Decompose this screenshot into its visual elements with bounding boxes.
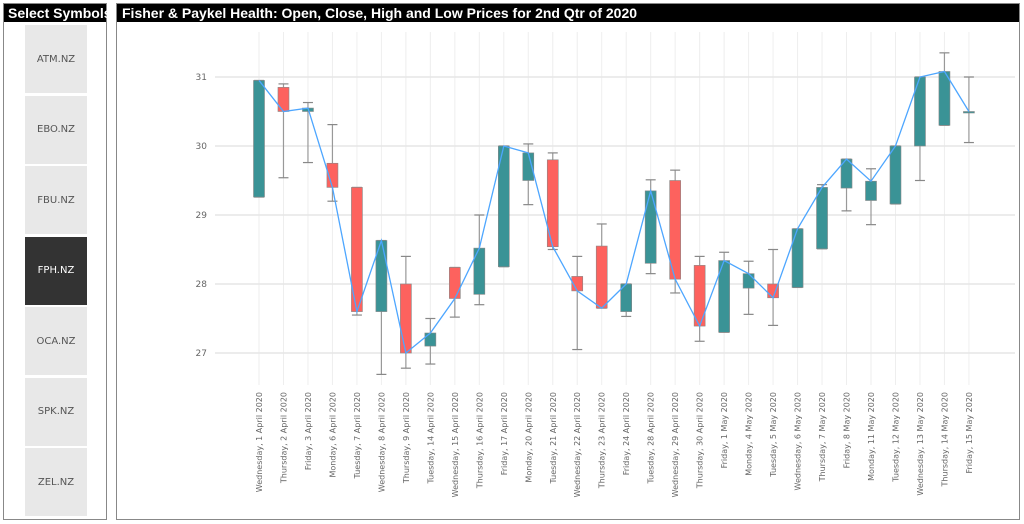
candle-body xyxy=(644,190,657,264)
candle-body xyxy=(424,332,437,347)
x-tick-label: Tuesday, 21 April 2020 xyxy=(549,392,558,485)
candle-body xyxy=(865,180,877,201)
x-tick-label: Wednesday, 1 April 2020 xyxy=(255,392,264,492)
symbol-button-fph-nz[interactable]: FPH.NZ xyxy=(25,236,87,305)
x-tick-label: Tuesday, 7 April 2020 xyxy=(353,392,362,479)
candle xyxy=(840,158,853,212)
x-tick-label: Monday, 11 May 2020 xyxy=(867,392,876,481)
x-tick-label: Monday, 4 May 2020 xyxy=(745,392,754,476)
candle-body xyxy=(400,283,412,354)
candle xyxy=(718,251,730,333)
candle xyxy=(302,101,314,164)
candle xyxy=(473,214,486,306)
slicer-title: Select Symbols xyxy=(4,4,112,22)
x-tick-label: Friday, 3 April 2020 xyxy=(304,392,313,470)
x-tick-label: Friday, 8 May 2020 xyxy=(843,392,852,468)
x-tick-label: Tuesday, 14 April 2020 xyxy=(426,392,435,485)
candle-body xyxy=(889,145,902,205)
candle-body xyxy=(742,273,755,289)
candle-body xyxy=(963,111,975,114)
y-tick-label: 31 xyxy=(196,73,207,83)
x-tick-label: Thursday, 16 April 2020 xyxy=(475,392,484,489)
candle xyxy=(669,169,681,294)
y-tick-label: 30 xyxy=(196,142,208,152)
x-tick-label: Wednesday, 15 April 2020 xyxy=(451,392,460,497)
candle xyxy=(742,260,755,315)
candle-body xyxy=(277,87,290,112)
symbol-button-fbu-nz[interactable]: FBU.NZ xyxy=(25,166,87,234)
candle xyxy=(449,266,461,318)
close-price-line xyxy=(258,70,970,355)
x-tick-label: Monday, 6 April 2020 xyxy=(328,392,337,478)
x-tick-label: Tuesday, 12 May 2020 xyxy=(891,392,900,483)
candle-body xyxy=(791,228,804,288)
x-tick-label: Tuesday, 5 May 2020 xyxy=(769,392,778,478)
candle xyxy=(791,228,804,289)
chart-title: Fisher & Paykel Health: Open, Close, Hig… xyxy=(117,4,1019,22)
x-tick-label: Friday, 15 May 2020 xyxy=(965,392,974,474)
candle-body xyxy=(253,80,265,198)
x-tick-label: Thursday, 23 April 2020 xyxy=(598,392,607,489)
x-tick-label: Tuesday, 28 April 2020 xyxy=(647,392,656,485)
y-tick-label: 28 xyxy=(196,280,208,290)
candle xyxy=(620,283,633,318)
candle xyxy=(595,223,608,309)
x-tick-label: Friday, 24 April 2020 xyxy=(622,392,631,475)
x-tick-label: Wednesday, 13 May 2020 xyxy=(916,392,925,496)
candle xyxy=(546,152,559,251)
candle xyxy=(963,76,975,144)
candle-body xyxy=(595,245,608,309)
symbol-button-zel-nz[interactable]: ZEL.NZ xyxy=(25,448,87,516)
candle xyxy=(277,83,290,179)
candle-body xyxy=(816,187,828,250)
candle-body xyxy=(938,71,951,126)
candle xyxy=(693,255,706,342)
x-tick-label: Thursday, 2 April 2020 xyxy=(279,392,288,484)
y-tick-label: 27 xyxy=(196,349,207,359)
symbol-button-atm-nz[interactable]: ATM.NZ xyxy=(25,25,87,93)
candle xyxy=(571,255,584,351)
candle xyxy=(914,76,926,182)
candle xyxy=(938,52,951,126)
symbol-button-ebo-nz[interactable]: EBO.NZ xyxy=(25,95,87,164)
x-tick-label: Monday, 20 April 2020 xyxy=(524,392,533,483)
candle xyxy=(644,179,657,275)
x-tick-label: Thursday, 30 April 2020 xyxy=(696,392,705,489)
x-tick-label: Friday, 1 May 2020 xyxy=(720,392,729,468)
candle xyxy=(253,79,265,198)
x-tick-label: Thursday, 9 April 2020 xyxy=(402,392,411,484)
x-tick-label: Wednesday, 8 April 2020 xyxy=(377,392,386,492)
symbol-button-oca-nz[interactable]: OCA.NZ xyxy=(25,307,87,375)
x-tick-label: Wednesday, 6 May 2020 xyxy=(794,392,803,490)
x-tick-label: Wednesday, 22 April 2020 xyxy=(573,392,582,497)
y-tick-label: 29 xyxy=(196,211,208,221)
candle-body xyxy=(449,267,461,299)
candle xyxy=(865,168,877,226)
x-tick-label: Friday, 17 April 2020 xyxy=(500,392,509,475)
candle xyxy=(816,184,828,250)
candle xyxy=(889,145,902,205)
x-tick-label: Thursday, 14 May 2020 xyxy=(940,392,949,487)
candle xyxy=(424,317,437,365)
candle xyxy=(351,186,363,316)
symbol-button-spk-nz[interactable]: SPK.NZ xyxy=(25,377,87,446)
x-tick-label: Thursday, 7 May 2020 xyxy=(818,392,827,482)
x-tick-label: Wednesday, 29 April 2020 xyxy=(671,392,680,497)
symbol-slicer: Select Symbols ATM.NZ EBO.NZ FBU.NZ FPH.NZ O… xyxy=(3,3,112,520)
